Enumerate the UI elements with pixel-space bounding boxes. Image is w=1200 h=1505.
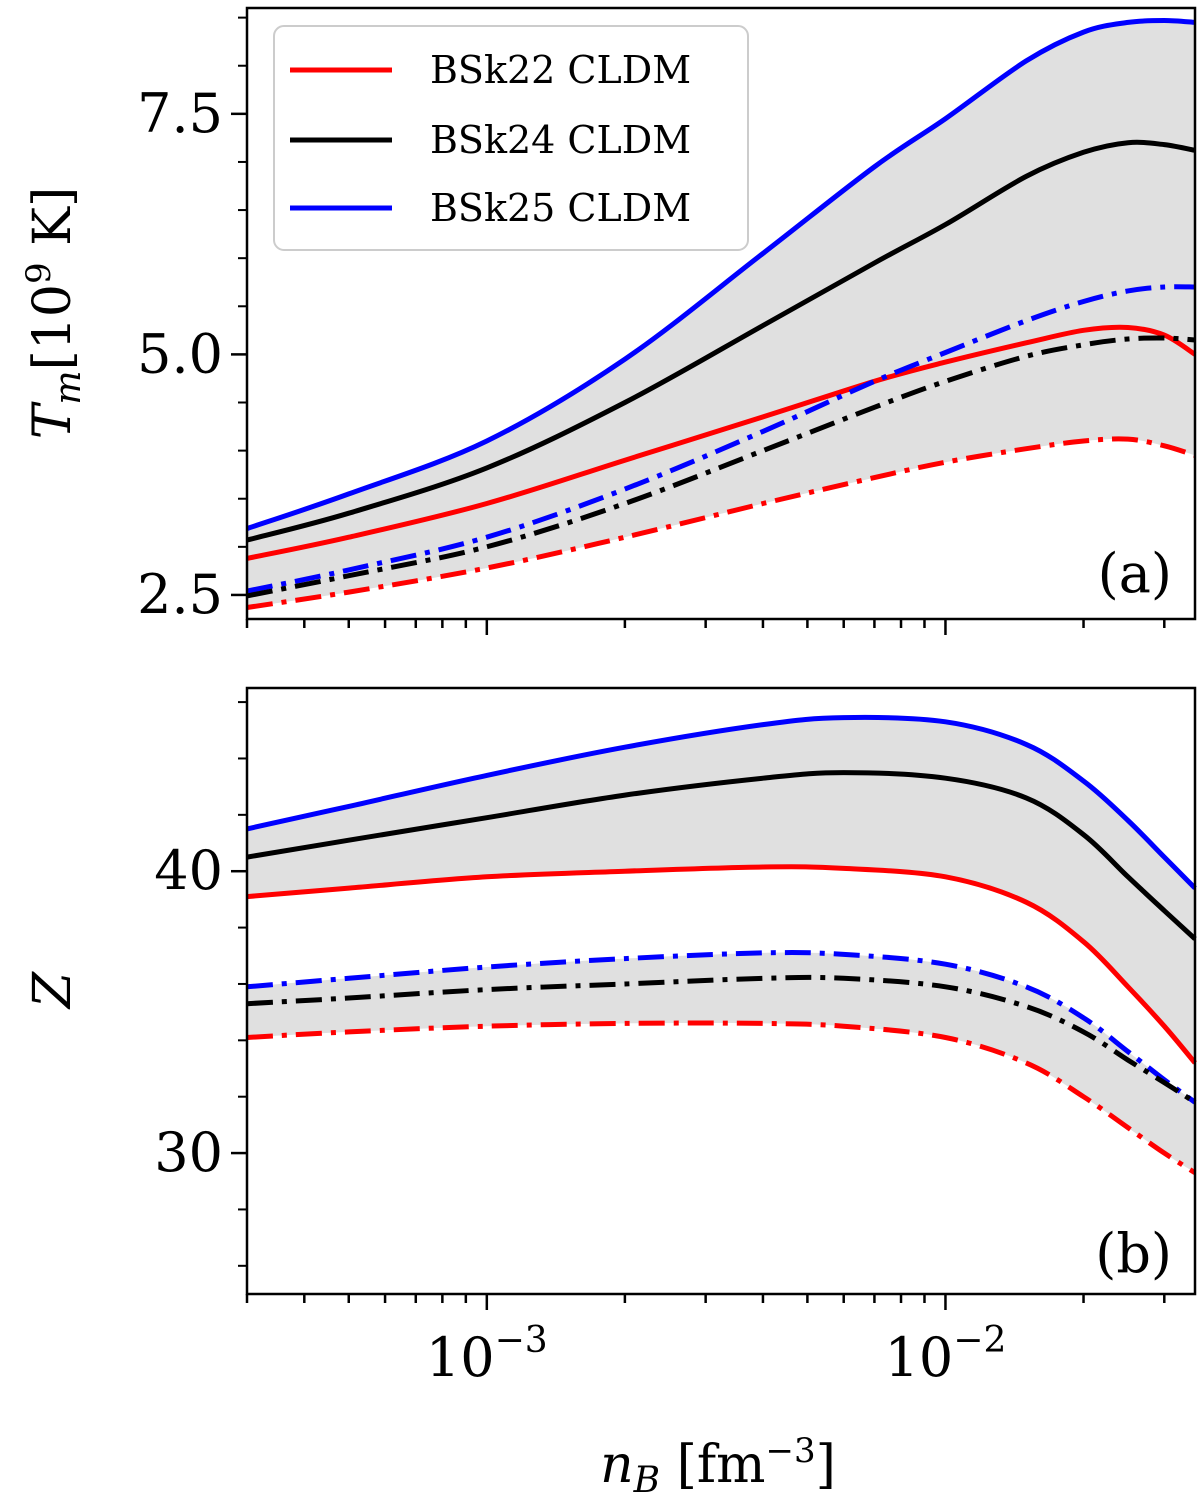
panel-a-ticks: 2.5 5.0 7.5	[137, 16, 1166, 635]
y-tick-label: 2.5	[137, 563, 223, 626]
panel-a-uncertainty-band	[247, 20, 1195, 608]
series-bsk24-solid-line	[246, 770, 1197, 941]
panel-b-ticks: 10−3 10−2 30 40	[154, 701, 1166, 1389]
panel-b-charge-number: 10−3 10−2 30 40 Z (b) nB [fm−3]	[23, 686, 1197, 1501]
series-bsk25-solid-line	[246, 714, 1197, 890]
series-bsk25-solid-line	[246, 18, 1196, 531]
legend: BSk22 CLDM BSk24 CLDM BSk25 CLDM	[273, 25, 749, 251]
series-bsk25-dashdot-line	[246, 284, 1196, 594]
legend-label-bsk24: BSk24 CLDM	[430, 118, 691, 162]
panel-b-band-lower	[247, 952, 1195, 1173]
panel-b-frame	[245, 686, 1197, 1296]
panel-b-band	[247, 717, 1195, 1063]
panel-b-label: (b)	[1095, 1222, 1172, 1285]
y-tick-label: 30	[154, 1121, 223, 1184]
legend-box	[273, 25, 749, 251]
series-bsk22-dashdot-line	[246, 436, 1196, 610]
series-bsk24-dashdot-line	[246, 974, 1197, 1105]
panel-a-band	[247, 20, 1195, 608]
series-bsk24-dashdot-line	[246, 335, 1196, 599]
legend-label-bsk22: BSk22 CLDM	[430, 48, 691, 92]
y-tick-label: 7.5	[137, 82, 223, 145]
x-axis-title: nB [fm−3]	[600, 1431, 836, 1501]
x-tick-label: 10−2	[885, 1320, 1007, 1389]
series-bsk22-solid-line	[246, 864, 1197, 1065]
legend-label-bsk25: BSk25 CLDM	[430, 186, 691, 230]
panel-b-uncertainty-band	[247, 717, 1195, 1173]
panel-a-temperature: 2.5 5.0 7.5 Tm[109 K] BSk22 CLDM BSk24 CLD…	[19, 6, 1197, 635]
series-bsk24-solid-line	[246, 139, 1196, 543]
panel-a-y-axis-title: Tm[109 K]	[19, 187, 89, 440]
y-tick-label: 40	[154, 839, 223, 902]
panel-a-frame	[245, 6, 1197, 621]
series-bsk22-dashdot-line	[246, 1020, 1197, 1175]
panel-a-label: (a)	[1098, 542, 1172, 605]
panel-b-y-axis-title: Z	[23, 971, 83, 1010]
x-tick-label: 10−3	[426, 1320, 548, 1389]
series-bsk22-solid-line	[246, 324, 1197, 561]
panel-b-series-lines	[246, 714, 1197, 1175]
y-tick-label: 5.0	[137, 322, 223, 385]
series-bsk25-dashdot-line	[246, 950, 1197, 1105]
panel-a-series-lines	[246, 18, 1197, 610]
